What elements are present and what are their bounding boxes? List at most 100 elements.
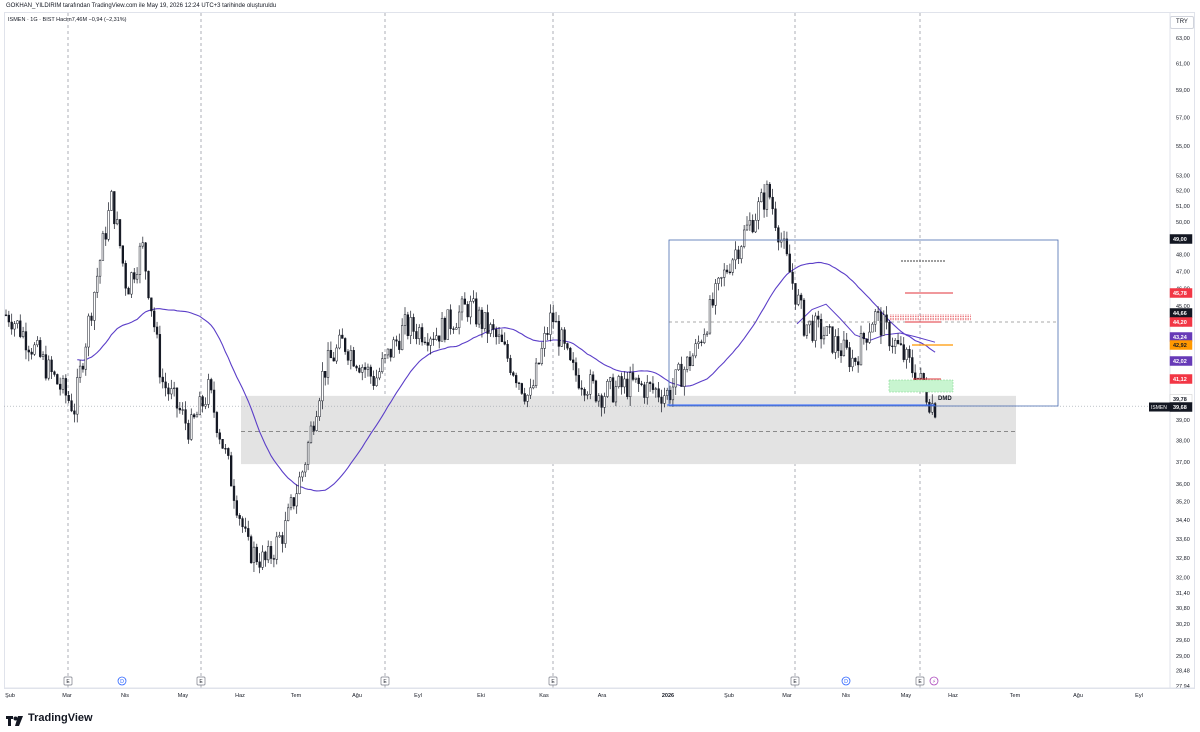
price-tick-label: 48,00: [1176, 253, 1190, 259]
price-tick-label: 50,00: [1176, 220, 1190, 226]
candle-body: [871, 323, 874, 333]
candle-body: [780, 240, 783, 243]
candle-body: [284, 520, 287, 544]
earnings-marker: [380, 676, 390, 686]
price-tick-label: 59,00: [1176, 88, 1190, 94]
currency-button[interactable]: TRY: [1170, 16, 1194, 29]
time-tick-label: Tem: [1010, 693, 1021, 699]
candle-body: [626, 378, 629, 397]
candle-body: [309, 425, 313, 444]
candle-body: [349, 350, 353, 361]
candle-body: [808, 320, 811, 326]
price-tick-label: 63,00: [1176, 36, 1190, 42]
candle-body: [420, 327, 424, 343]
candle-body: [697, 341, 700, 344]
candle-body: [797, 294, 800, 305]
candle-body: [646, 382, 649, 398]
candle-body: [586, 393, 589, 396]
price-tick-label: 29,60: [1176, 638, 1190, 644]
candle-body: [372, 376, 375, 386]
candle-body: [517, 382, 521, 384]
earnings-marker-label: E: [199, 679, 203, 685]
earnings-marker-label: E: [918, 679, 922, 685]
time-tick-label: Haz: [948, 693, 958, 699]
time-tick-label: Ağu: [352, 693, 362, 699]
candle-body: [269, 546, 273, 559]
candle-body: [110, 191, 113, 211]
price-label: 41,12: [1173, 377, 1187, 383]
candle-body: [828, 326, 831, 328]
candle-body: [375, 377, 378, 386]
candle-body: [515, 375, 518, 384]
time-axis[interactable]: Şub Mar Nis May Haz Tem Ağu Eyl Eki Kas Ara 2026 Şub…: [4, 687, 1195, 699]
earnings-marker-label: E: [66, 679, 70, 685]
candle-body: [771, 196, 774, 210]
candle-body: [164, 381, 167, 389]
candle-body: [395, 339, 398, 342]
short-moving-average-line: [796, 303, 936, 343]
candle-body: [272, 558, 276, 560]
candle-body: [315, 416, 318, 431]
candle-body: [634, 377, 638, 380]
moving-average: [77, 261, 936, 492]
candle-body: [617, 376, 620, 387]
moving-average-line: [77, 261, 936, 492]
candle-body: [686, 356, 689, 370]
candle-body: [589, 374, 592, 395]
price-tick-label: 37,00: [1176, 460, 1190, 466]
event-flash-marker: [929, 676, 939, 686]
support-zone: [4, 395, 1170, 465]
price-labels: 49,00 45,78 44,66 44,20 43,24 42,92 42,02 41,12…: [1149, 234, 1193, 412]
candle-body: [711, 299, 714, 306]
candle-body: [705, 332, 709, 335]
candle-body: [492, 324, 495, 330]
candle-body: [275, 536, 278, 560]
chart-attribution: GOKHAN_YILDIRIM tarafından TradingView.c…: [6, 3, 277, 9]
candle-body: [532, 385, 535, 389]
price-tick-label: 32,00: [1176, 576, 1190, 582]
price-tick-label: 27,94: [1176, 684, 1190, 690]
price-tick-label: 45,00: [1176, 304, 1190, 310]
candle-body: [76, 377, 79, 415]
candle-body: [267, 546, 270, 561]
candle-body: [842, 339, 846, 357]
candle-body: [84, 346, 87, 370]
candle-body: [150, 297, 153, 312]
candle-body: [247, 528, 250, 537]
candle-body: [882, 314, 885, 336]
green-target-zone: [888, 379, 954, 393]
candle-body: [167, 387, 170, 395]
candle-body: [845, 339, 848, 348]
candle-body: [802, 299, 806, 336]
price-tick-label: 47,00: [1176, 269, 1190, 275]
candle-body: [292, 497, 296, 507]
candle-body: [859, 332, 863, 366]
candle-body: [837, 336, 840, 351]
candle-body: [523, 393, 526, 402]
candle-body: [121, 245, 124, 264]
price-axis[interactable]: 63,00 61,00 59,00 57,00 55,00 53,00 52,00 51,00…: [1169, 13, 1190, 690]
candle-body: [743, 229, 746, 247]
candle-body: [785, 238, 789, 255]
candle-body: [694, 343, 697, 357]
earnings-marker: [548, 676, 558, 686]
candle-body: [751, 219, 754, 233]
candle-body: [765, 183, 769, 210]
candle-body: [745, 224, 749, 231]
tradingview-logo[interactable]: TradingView: [6, 711, 93, 726]
symbol-label: ISMEN: [1151, 405, 1167, 411]
candle-body: [141, 242, 144, 247]
candle-body: [33, 344, 36, 355]
candle-body: [287, 507, 290, 521]
candle-body: [192, 414, 196, 418]
demand-zone: [241, 395, 1016, 465]
candle-body: [663, 395, 666, 404]
candle-body: [90, 315, 93, 321]
symbol-info[interactable]: ISMEN · 1G · BIST Hacim7,46M −0,94 (−2,3…: [8, 17, 127, 23]
time-tick-label: Şub: [724, 693, 734, 699]
candle-body: [868, 331, 871, 343]
candle-body: [455, 327, 458, 330]
candle-body: [124, 263, 127, 289]
candle-body: [651, 383, 655, 390]
